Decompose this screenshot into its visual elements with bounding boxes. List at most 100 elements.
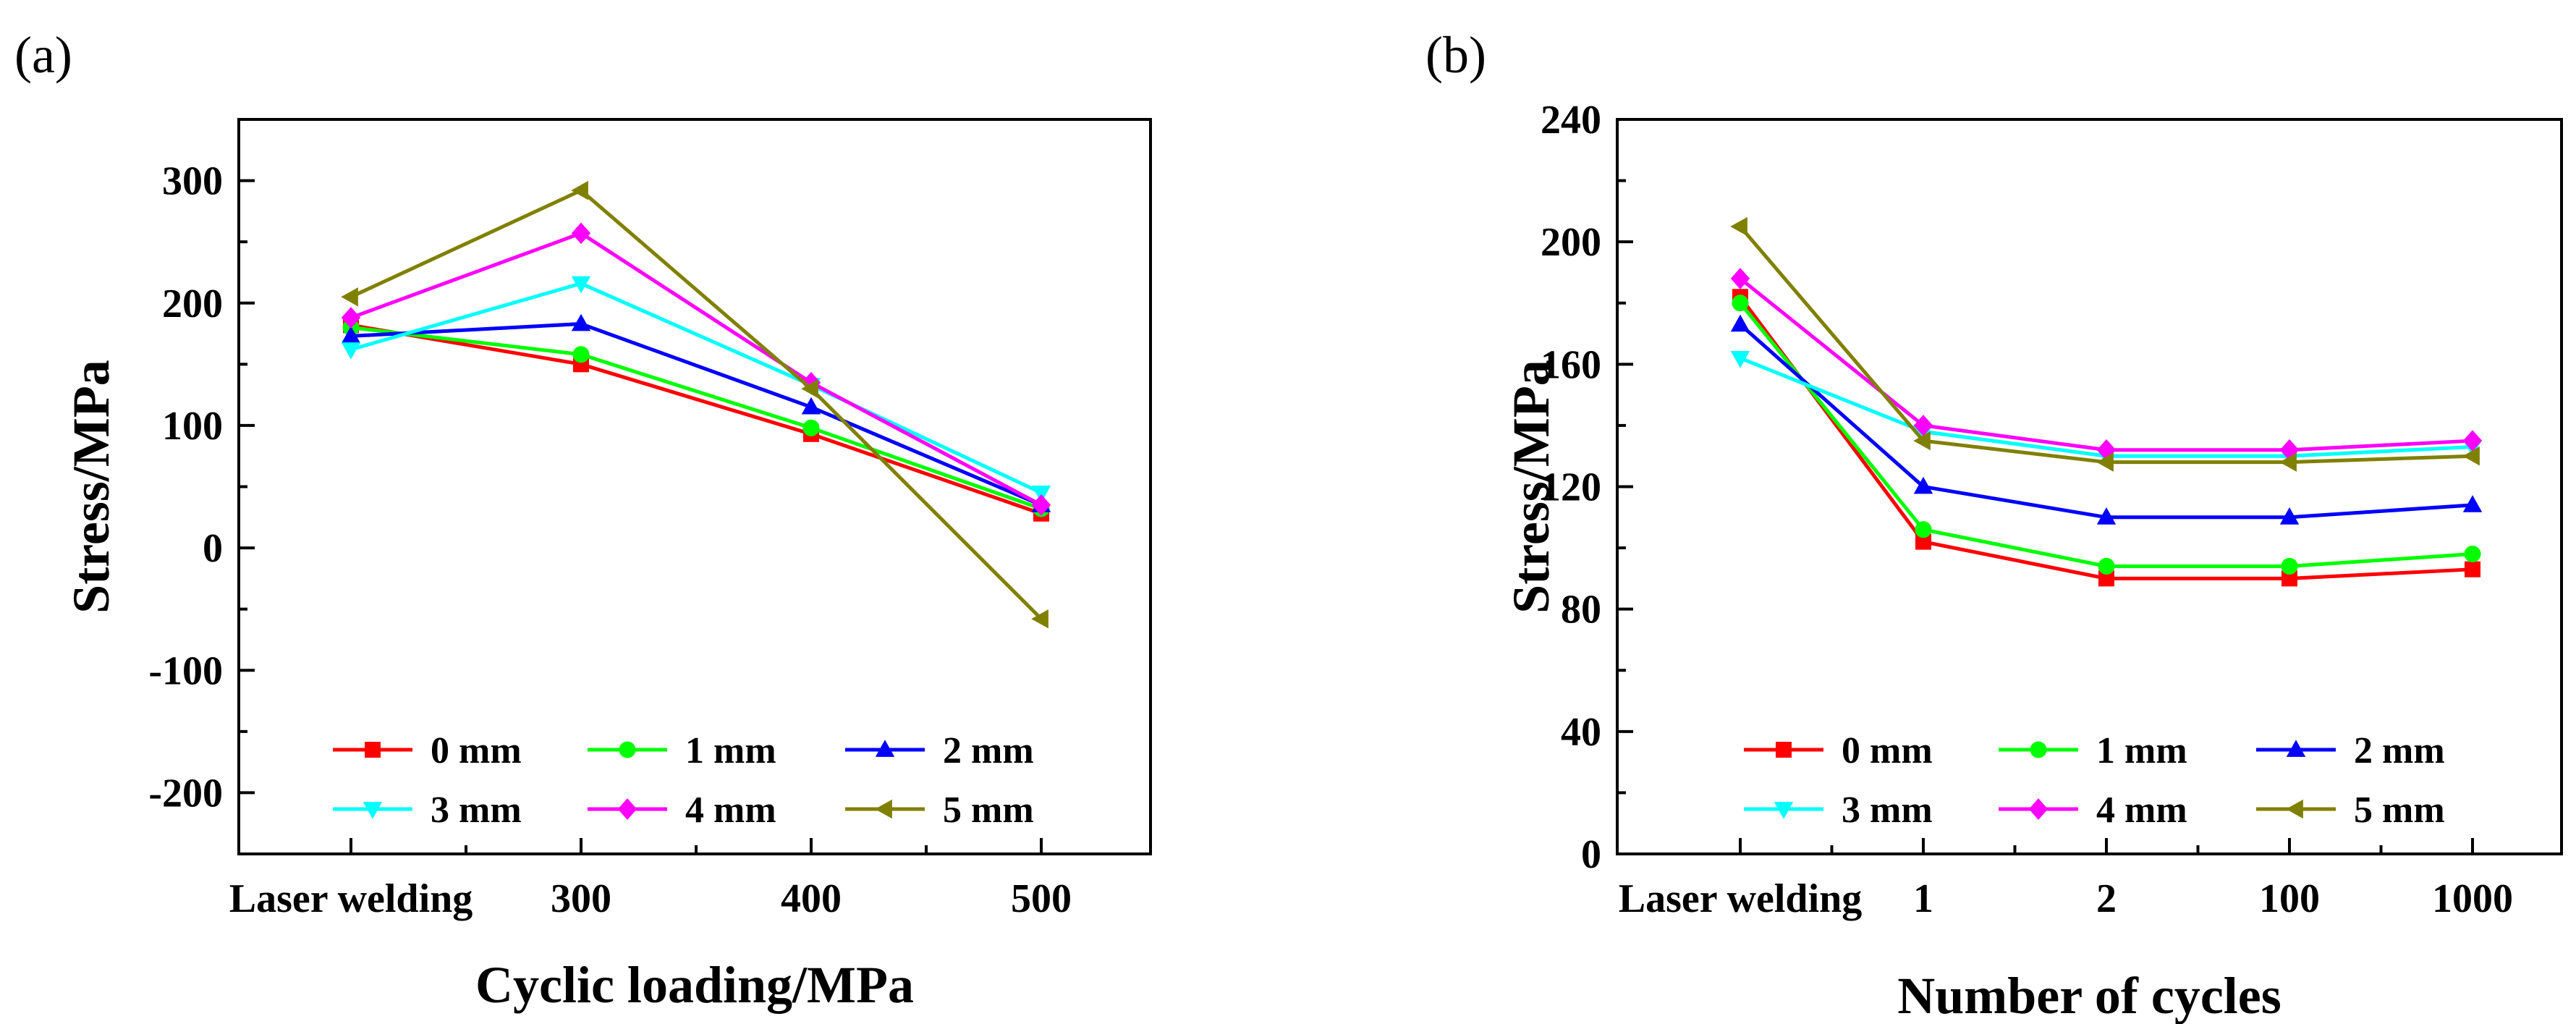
- legend-marker: [2028, 798, 2048, 820]
- data-point: [2462, 495, 2483, 512]
- y-tick-label: 200: [162, 282, 223, 326]
- x-tick-label: 300: [551, 876, 611, 921]
- y-tick-label: 240: [1541, 98, 1601, 143]
- legend-label: 3 mm: [1842, 790, 1933, 831]
- data-point: [1913, 415, 1933, 436]
- data-point: [571, 222, 591, 245]
- data-point: [2279, 439, 2300, 461]
- series-line: [350, 321, 1042, 507]
- legend-label: 4 mm: [2096, 790, 2187, 831]
- data-point: [571, 180, 588, 200]
- data-point: [1730, 216, 1747, 237]
- legend-label: 0 mm: [1842, 730, 1933, 771]
- data-point: [2464, 545, 2481, 563]
- x-tick-label: Laser welding: [1619, 876, 1863, 921]
- legend: 0 mm 1 mm 2 mm 3 mm 4 mm 5 mm: [1744, 730, 2445, 831]
- data-point: [1732, 295, 1749, 312]
- y-tick-label: 100: [162, 404, 223, 449]
- data-point: [2465, 561, 2480, 577]
- panel-label: (a): [14, 26, 72, 84]
- data-point: [1913, 476, 1933, 494]
- series-4-mm: [341, 222, 1051, 516]
- legend-label: 5 mm: [943, 790, 1034, 831]
- y-tick-label: 80: [1561, 588, 1601, 632]
- series-0-mm: [343, 317, 1049, 522]
- legend-marker: [2286, 799, 2303, 819]
- data-point: [1915, 533, 1931, 550]
- data-point: [802, 419, 820, 436]
- y-axis-title: Stress/MPa: [62, 360, 120, 614]
- data-point: [801, 371, 821, 394]
- series-line: [350, 323, 1042, 516]
- data-point: [1730, 314, 1750, 332]
- y-tick-label: 0: [1581, 832, 1601, 877]
- data-point: [1730, 350, 1750, 368]
- data-point: [2096, 452, 2114, 472]
- data-point: [572, 346, 590, 363]
- legend-label: 0 mm: [431, 730, 522, 771]
- x-tick-label: 2: [2096, 876, 2117, 921]
- data-point: [571, 313, 591, 331]
- legend-label: 2 mm: [2354, 730, 2445, 771]
- panel-label: (b): [1425, 26, 1486, 84]
- y-tick-label: 300: [162, 159, 223, 204]
- x-axis-title: Number of cycles: [1897, 967, 2281, 1024]
- series-line: [1739, 225, 2473, 465]
- x-tick-label: 400: [781, 876, 842, 921]
- data-point: [2098, 570, 2114, 587]
- series-5-mm: [1730, 216, 2480, 472]
- data-point: [341, 287, 358, 307]
- legend-label: 1 mm: [2096, 730, 2187, 771]
- legend-marker: [617, 798, 637, 820]
- data-point: [341, 307, 361, 329]
- data-point: [571, 276, 591, 294]
- data-point: [801, 397, 821, 415]
- legend-label: 2 mm: [943, 730, 1034, 771]
- data-point: [2279, 507, 2300, 525]
- x-tick-label: Laser welding: [229, 876, 473, 921]
- legend-label: 4 mm: [685, 790, 776, 831]
- legend-label: 1 mm: [685, 730, 776, 771]
- chart-panel-1: (b) 0 40 80 120 160 200 240 Laser welding 1 2 100 10…: [1425, 26, 2563, 1024]
- legend-marker: [875, 799, 892, 819]
- legend-marker: [365, 742, 381, 758]
- legend-marker: [1774, 802, 1794, 819]
- series-0-mm: [1732, 289, 2480, 587]
- series-1-mm: [1732, 295, 2481, 575]
- data-point: [1031, 486, 1051, 503]
- series-line: [350, 282, 1043, 495]
- data-point: [2281, 570, 2297, 587]
- data-point: [2462, 447, 2480, 466]
- data-point: [341, 326, 361, 344]
- legend-marker: [363, 802, 383, 819]
- series-line: [1739, 276, 2473, 452]
- legend: 0 mm 1 mm 2 mm 3 mm 4 mm 5 mm: [333, 730, 1034, 831]
- y-tick-label: 200: [1541, 220, 1601, 265]
- y-tick-label: -200: [148, 771, 223, 816]
- legend-marker: [2030, 741, 2047, 758]
- series-line: [1739, 302, 2473, 568]
- legend-label: 5 mm: [2354, 790, 2445, 831]
- data-point: [2096, 439, 2117, 461]
- y-tick-label: -100: [148, 648, 223, 693]
- data-point: [1915, 521, 1932, 538]
- y-tick-label: 0: [203, 526, 223, 571]
- data-point: [2096, 507, 2117, 525]
- series-line: [349, 188, 1043, 620]
- legend-marker: [2286, 740, 2306, 757]
- legend-marker: [875, 740, 895, 757]
- data-point: [2279, 452, 2297, 472]
- x-tick-label: 1: [1913, 876, 1933, 921]
- series-1-mm: [342, 319, 1050, 517]
- y-tick-label: 120: [1541, 465, 1601, 510]
- series-4-mm: [1730, 268, 2483, 461]
- series-5-mm: [341, 180, 1048, 629]
- legend-marker: [619, 741, 636, 758]
- x-tick-label: 100: [2259, 876, 2320, 921]
- y-axis-title: Stress/MPa: [1502, 360, 1560, 614]
- series-line: [350, 326, 1042, 511]
- x-axis-title: Cyclic loading/MPa: [475, 956, 914, 1014]
- data-point: [2281, 557, 2298, 575]
- chart-panel-0: (a) -200 -100 0 100 200 300 Laser welding 300 400…: [14, 26, 1152, 1014]
